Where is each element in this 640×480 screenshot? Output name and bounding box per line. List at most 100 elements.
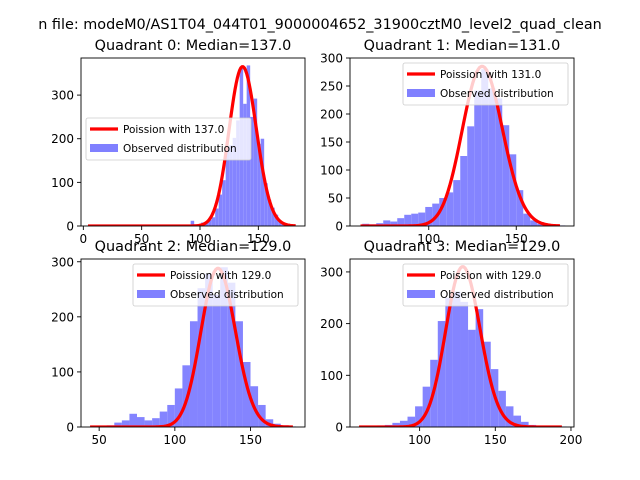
- legend-label-observed: Observed distribution: [440, 289, 554, 301]
- y-tick-label: 100: [51, 176, 74, 190]
- hist-bar: [242, 362, 251, 427]
- hist-bar: [232, 137, 237, 226]
- legend-box: [85, 117, 252, 161]
- y-tick-label: 250: [320, 80, 343, 94]
- legend-box: [402, 62, 569, 106]
- hist-bar: [227, 282, 236, 427]
- hist-bar: [197, 288, 206, 427]
- chart-panel-0: 0 50 100 150 0 100 200 300 Quadrant 0: Median=13…: [51, 38, 306, 246]
- legend-patch-swatch: [90, 144, 118, 152]
- hist-bar: [114, 422, 122, 427]
- hist-bar: [218, 194, 223, 226]
- hist-bar: [225, 147, 230, 226]
- x-tick-label: 100: [189, 232, 212, 246]
- hist-bar: [523, 213, 531, 226]
- hist-bar: [530, 220, 538, 226]
- hist-bar: [467, 126, 475, 226]
- hist-bar: [411, 213, 419, 226]
- y-tick-label: 100: [320, 164, 343, 178]
- hist-bar: [516, 190, 524, 226]
- hist-bar: [257, 143, 261, 226]
- hist-bar: [452, 291, 461, 427]
- hist-bar: [404, 214, 412, 226]
- y-tick-label: 300: [51, 255, 74, 269]
- legend-box: [402, 263, 569, 307]
- legend-box: [132, 263, 299, 307]
- x-tick-label: 50: [134, 232, 149, 246]
- histogram: [362, 291, 567, 427]
- legend-label-observed: Observed distribution: [170, 289, 284, 301]
- hist-bar: [439, 198, 447, 226]
- y-tick-label: 200: [320, 317, 343, 331]
- chart-title: Quadrant 1: Median=131.0: [364, 38, 561, 54]
- y-tick-label: 0: [66, 421, 74, 435]
- hist-bar: [264, 183, 268, 226]
- hist-bar: [418, 212, 426, 226]
- hist-bar: [425, 206, 433, 226]
- x-tick-label: 100: [417, 232, 440, 246]
- hist-bar: [220, 267, 228, 427]
- x-tick-label: 100: [163, 433, 186, 447]
- hist-bar: [167, 404, 175, 427]
- legend-label-observed: Observed distribution: [440, 88, 554, 100]
- histogram: [362, 69, 566, 226]
- legend: Poission with 129.0 Observed distribution: [132, 263, 299, 307]
- y-tick-label: 100: [320, 369, 343, 383]
- hist-bar: [383, 220, 391, 226]
- y-tick-label: 200: [51, 132, 74, 146]
- hist-bar: [399, 420, 408, 427]
- x-tick-label: 150: [247, 232, 270, 246]
- hist-bar: [137, 417, 145, 427]
- y-tick-label: 200: [51, 310, 74, 324]
- hist-bar: [267, 199, 272, 226]
- hist-bar: [445, 297, 453, 427]
- x-tick-label: 200: [560, 433, 583, 447]
- legend-patch-swatch: [407, 290, 435, 298]
- chart-title: Quadrant 3: Median=129.0: [364, 239, 561, 255]
- legend: Poission with 131.0 Observed distribution: [402, 62, 569, 106]
- hist-bar: [215, 208, 219, 226]
- hist-bar: [258, 404, 266, 427]
- x-tick-label: 150: [239, 433, 262, 447]
- chart-panel-1: 100 150 0 50 100 150 200 250 300 Quadrant 1: Medi…: [320, 38, 575, 246]
- hist-bar: [415, 406, 423, 427]
- hist-bar: [236, 120, 240, 226]
- hist-bar: [495, 98, 503, 226]
- hist-bar: [229, 145, 233, 226]
- poisson-curve: [89, 266, 293, 427]
- hist-bar: [460, 301, 469, 427]
- legend: Poission with 129.0 Observed distribution: [402, 263, 569, 307]
- hist-bar: [144, 420, 153, 427]
- hist-bar: [390, 221, 398, 226]
- hist-bar: [481, 69, 489, 226]
- hist-bar: [521, 421, 529, 427]
- hist-bar: [204, 223, 209, 226]
- hist-bar: [222, 180, 226, 226]
- hist-bar: [509, 154, 517, 226]
- hist-bar: [174, 388, 183, 427]
- y-tick-label: 200: [320, 108, 343, 122]
- chart-title: Quadrant 0: Median=137.0: [95, 38, 292, 54]
- hist-bar: [475, 309, 484, 427]
- x-tick-label: 150: [505, 232, 528, 246]
- hist-bar: [271, 207, 275, 226]
- hist-bar: [453, 180, 461, 226]
- y-tick-label: 150: [320, 136, 343, 150]
- legend-label-poisson: Poission with 131.0: [440, 69, 541, 81]
- hist-bar: [392, 422, 400, 427]
- legend-patch-swatch: [137, 290, 165, 298]
- hist-bar: [211, 217, 216, 226]
- hist-bar: [488, 88, 496, 226]
- y-tick-label: 0: [66, 220, 74, 234]
- hist-bar: [474, 90, 482, 226]
- hist-bar: [250, 116, 254, 226]
- x-tick-label: 0: [80, 232, 88, 246]
- hist-bar: [446, 192, 454, 226]
- chart-title: Quadrant 2: Median=129.0: [95, 239, 292, 255]
- legend-label-poisson: Poission with 129.0: [440, 270, 541, 282]
- hist-bar: [159, 411, 168, 427]
- hist-bar: [483, 341, 491, 427]
- hist-bar: [407, 416, 416, 427]
- hist-bar: [397, 218, 405, 226]
